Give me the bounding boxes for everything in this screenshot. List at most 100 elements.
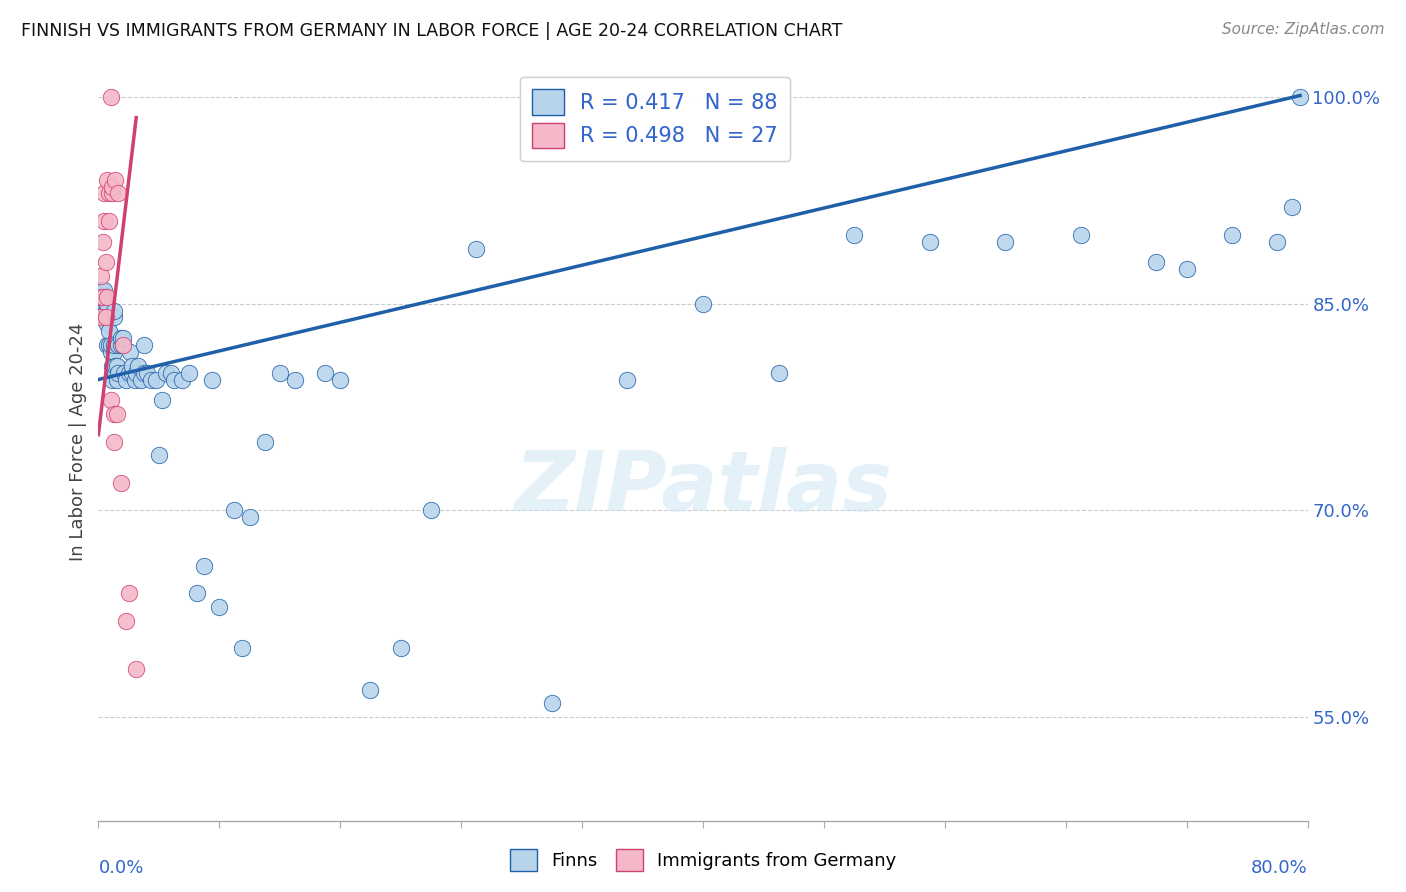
Point	[96, 338, 118, 352]
Point	[150, 393, 173, 408]
Point	[284, 372, 307, 386]
Legend: Finns, Immigrants from Germany: Finns, Immigrants from Germany	[502, 842, 904, 879]
Point	[105, 372, 128, 386]
Text: 0.0%: 0.0%	[98, 859, 143, 877]
Point	[253, 434, 276, 449]
Point	[96, 172, 118, 186]
Point	[110, 338, 132, 352]
Point	[239, 510, 262, 524]
Point	[231, 641, 253, 656]
Point	[118, 366, 141, 380]
Point	[112, 366, 135, 380]
Point	[110, 475, 132, 490]
Point	[114, 372, 136, 386]
Point	[105, 407, 128, 421]
Text: FINNISH VS IMMIGRANTS FROM GERMANY IN LABOR FORCE | AGE 20-24 CORRELATION CHART: FINNISH VS IMMIGRANTS FROM GERMANY IN LA…	[21, 22, 842, 40]
Point	[107, 366, 129, 380]
Point	[96, 310, 118, 325]
Point	[91, 235, 114, 249]
Point	[125, 366, 148, 380]
Point	[160, 366, 183, 380]
Legend: R = 0.417   N = 88, R = 0.498   N = 27: R = 0.417 N = 88, R = 0.498 N = 27	[520, 77, 790, 161]
Point	[918, 235, 941, 249]
Point	[314, 366, 336, 380]
Point	[360, 682, 382, 697]
Point	[100, 338, 122, 352]
Point	[105, 359, 128, 373]
Point	[103, 407, 125, 421]
Point	[121, 366, 143, 380]
Point	[465, 242, 488, 256]
Point	[186, 586, 208, 600]
Point	[104, 172, 127, 186]
Text: 80.0%: 80.0%	[1251, 859, 1308, 877]
Point	[91, 290, 114, 304]
Point	[93, 186, 115, 201]
Point	[91, 310, 114, 325]
Point	[96, 303, 118, 318]
Point	[101, 186, 124, 201]
Point	[1144, 255, 1167, 269]
Point	[90, 290, 112, 304]
Point	[94, 255, 117, 269]
Point	[1281, 200, 1303, 214]
Point	[114, 614, 136, 628]
Point	[90, 269, 112, 284]
Y-axis label: In Labor Force | Age 20-24: In Labor Force | Age 20-24	[69, 322, 87, 561]
Point	[1220, 227, 1243, 242]
Point	[994, 235, 1017, 249]
Point	[179, 366, 201, 380]
Point	[93, 303, 115, 318]
Point	[98, 186, 121, 201]
Point	[103, 434, 125, 449]
Point	[101, 359, 124, 373]
Point	[145, 372, 167, 386]
Point	[104, 359, 127, 373]
Point	[107, 186, 129, 201]
Point	[101, 372, 124, 386]
Point	[129, 372, 152, 386]
Point	[94, 303, 117, 318]
Point	[98, 214, 121, 228]
Point	[96, 318, 118, 332]
Point	[616, 372, 638, 386]
Point	[94, 310, 117, 325]
Point	[193, 558, 215, 573]
Point	[100, 345, 122, 359]
Point	[94, 290, 117, 304]
Point	[100, 393, 122, 408]
Point	[269, 366, 291, 380]
Point	[124, 372, 146, 386]
Point	[208, 599, 231, 614]
Point	[96, 296, 118, 310]
Point	[329, 372, 352, 386]
Point	[93, 310, 115, 325]
Point	[118, 586, 141, 600]
Point	[127, 359, 149, 373]
Point	[90, 283, 112, 297]
Point	[103, 345, 125, 359]
Point	[90, 290, 112, 304]
Point	[111, 331, 134, 345]
Point	[540, 697, 562, 711]
Point	[692, 296, 714, 310]
Point	[125, 662, 148, 676]
Point	[93, 214, 115, 228]
Point	[1175, 262, 1198, 277]
Point	[111, 338, 134, 352]
Point	[104, 366, 127, 380]
Point	[768, 366, 790, 380]
Point	[98, 338, 121, 352]
Point	[155, 366, 177, 380]
Point	[420, 503, 443, 517]
Point	[103, 338, 125, 352]
Text: Source: ZipAtlas.com: Source: ZipAtlas.com	[1222, 22, 1385, 37]
Point	[135, 366, 157, 380]
Point	[132, 338, 155, 352]
Point	[201, 372, 224, 386]
Point	[132, 366, 155, 380]
Point	[224, 503, 246, 517]
Point	[844, 227, 866, 242]
Point	[389, 641, 412, 656]
Point	[120, 345, 142, 359]
